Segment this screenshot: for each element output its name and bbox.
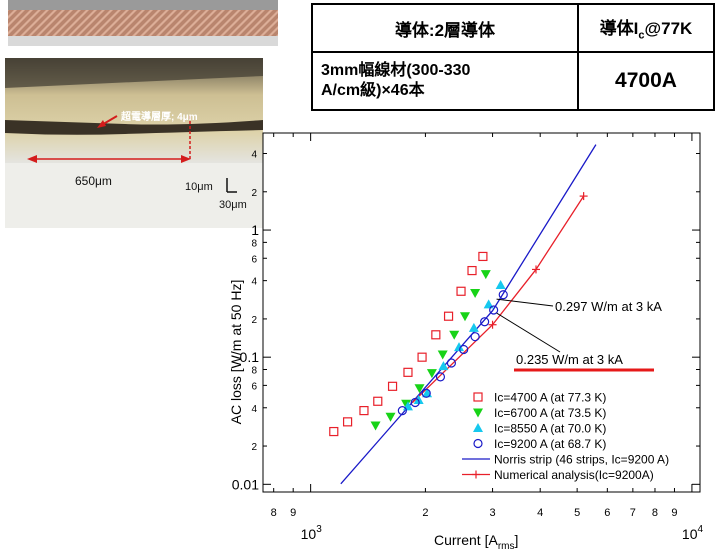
data-point-square: [432, 331, 440, 339]
y-minor-tick-label: 2: [251, 188, 257, 199]
data-point-circle: [447, 359, 455, 367]
data-point-square: [344, 418, 352, 426]
x-minor-tick-label: 6: [604, 507, 610, 519]
series-plus-point: [580, 192, 588, 200]
data-point-square: [374, 397, 382, 405]
x-minor-tick-label: 3: [489, 507, 495, 519]
x-major-tick-label: 103: [301, 524, 323, 542]
x-minor-tick-label: 4: [537, 507, 543, 519]
data-point-triangle-down: [460, 312, 470, 321]
legend-plus-marker: [472, 471, 480, 479]
data-point-triangle-up: [484, 299, 494, 308]
data-point-triangle-up: [454, 342, 464, 351]
legend-label: Norris strip (46 strips, Ic=9200 A): [494, 453, 669, 467]
data-point-square: [445, 312, 453, 320]
x-minor-tick-label: 9: [290, 507, 296, 519]
data-point-square: [330, 428, 338, 436]
y-minor-tick-label: 6: [251, 381, 257, 392]
y-major-tick-label: 1: [251, 222, 259, 238]
y-minor-tick-label: 4: [251, 277, 257, 288]
data-point-square: [457, 287, 465, 295]
annotation-leader-2: [497, 313, 560, 352]
data-point-circle: [471, 333, 479, 341]
y-minor-tick-label: 4: [251, 404, 257, 415]
y-minor-tick-label: 8: [251, 366, 257, 377]
data-point-triangle-down: [470, 289, 480, 298]
annotation-label-2: 0.235 W/m at 3 kA: [516, 352, 623, 367]
data-point-square: [389, 382, 397, 390]
data-point-triangle-down: [438, 350, 448, 359]
legend-label: Ic=8550 A (at 70.0 K): [494, 422, 606, 436]
legend-marker-1: [473, 409, 483, 418]
y-minor-tick-label: 2: [251, 315, 257, 326]
x-minor-tick-label: 2: [422, 507, 428, 519]
data-point-triangle-down: [371, 422, 381, 431]
x-minor-tick-label: 7: [630, 507, 636, 519]
x-minor-tick-label: 8: [652, 507, 658, 519]
data-point-triangle-up: [496, 280, 506, 289]
annotation-leader-1: [497, 299, 553, 306]
data-point-square: [479, 252, 487, 260]
data-point-circle: [436, 373, 444, 381]
legend-label: Ic=9200 A (at 68.7 K): [494, 437, 606, 451]
data-point-square: [360, 407, 368, 415]
data-point-triangle-down: [386, 413, 396, 422]
legend-label: Ic=6700 A (at 73.5 K): [494, 406, 606, 420]
data-point-square: [404, 368, 412, 376]
legend-label: Numerical analysis(Ic=9200A): [494, 468, 654, 482]
x-minor-tick-label: 5: [574, 507, 580, 519]
x-minor-tick-label: 8: [271, 507, 277, 519]
legend-marker-2: [473, 423, 483, 432]
y-major-tick-label: 0.01: [232, 476, 259, 492]
data-point-square: [418, 353, 426, 361]
x-minor-tick-label: 9: [671, 507, 677, 519]
y-minor-tick-label: 8: [251, 238, 257, 249]
legend-marker-3: [474, 440, 482, 448]
y-axis-label: AC loss [W/m at 50 Hz]: [228, 280, 244, 425]
x-major-tick-label: 104: [682, 524, 704, 542]
legend-label: Ic=4700 A (at 77.3 K): [494, 391, 606, 405]
data-point-triangle-down: [449, 331, 459, 340]
data-point-triangle-down: [481, 270, 491, 279]
annotation-label-1: 0.297 W/m at 3 kA: [555, 299, 662, 314]
legend-marker-0: [474, 393, 482, 401]
x-axis-label: Current [Arms]: [434, 532, 518, 551]
y-minor-tick-label: 6: [251, 254, 257, 265]
y-minor-tick-label: 2: [251, 442, 257, 453]
data-point-square: [468, 267, 476, 275]
y-minor-tick-label: 4: [251, 150, 257, 161]
